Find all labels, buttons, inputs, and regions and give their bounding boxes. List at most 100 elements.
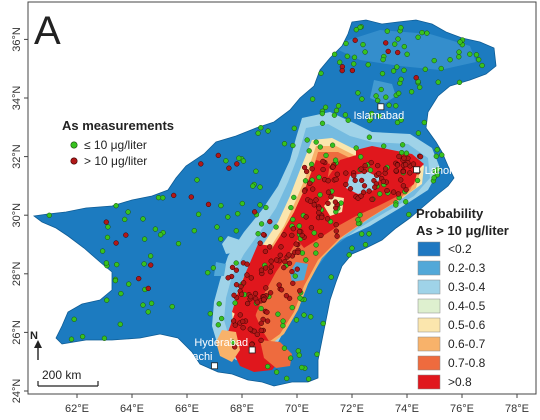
measurement-point-low [379,70,386,77]
north-arrow-label: N [30,330,38,342]
measurement-point-low [265,363,271,370]
lat-tick-label: 24°N [11,379,23,404]
measurement-point-high [349,67,356,74]
measurement-point-low [421,119,427,126]
measurement-point-low [319,120,326,126]
measurement-point-low [319,110,325,117]
measurement-point-low [343,40,349,47]
measurement-point-high [330,164,336,170]
measurement-point-high [358,193,364,199]
measurement-point-low [103,260,110,266]
measurement-point-high [333,228,339,234]
measurement-point-high [123,232,129,238]
measurement-point-low [456,79,463,86]
measurement-point-low [308,161,315,167]
measurement-point-low [318,70,324,76]
measurement-point-low [255,130,261,136]
measurement-point-low [435,79,441,85]
measurement-point-high [309,166,315,172]
measurement-point-low [403,150,410,156]
probability-swatch [417,298,441,314]
measurement-point-low [284,375,290,382]
measurement-point-high [248,275,254,281]
probability-swatch [417,241,441,257]
measurement-point-low [299,250,306,256]
measurement-point-low [293,317,300,323]
measurement-point-low [438,65,444,72]
measurement-point-high [264,309,270,315]
measurement-point-high [237,312,243,318]
measurement-point-low [104,234,111,241]
measurement-point-high [103,219,109,225]
measurement-point-low [419,29,425,36]
measurement-point-low [114,261,120,268]
measurement-point-low [398,117,404,123]
measurement-point-low [479,62,485,69]
measurement-point-high [268,258,274,264]
city-label: Lahore [425,165,459,177]
measurement-point-low [368,116,374,122]
measurement-point-low [101,335,108,341]
measurement-point-high [384,187,390,194]
measurement-point-low [317,144,323,150]
measurement-point-high [249,341,255,348]
measurement-point-low [433,153,439,159]
lon-tick-label: 70°E [285,403,309,415]
measurement-point-high [244,261,250,267]
legend-high-label: > 10 μg/liter [84,154,147,168]
measurement-point-low [366,134,373,140]
measurement-point-low [112,277,119,284]
legend-low-label: ≤ 10 μg/liter [84,138,147,152]
measurement-point-low [457,39,463,45]
measurement-point-high [332,199,339,205]
measurement-point-low [467,51,473,57]
measurement-point-low [346,252,352,258]
lon-tick-label: 76°E [450,403,474,415]
measurement-point-high [297,288,303,294]
measurement-point-low [71,316,77,322]
measurement-point-low [358,154,364,160]
measurement-point-high [278,287,285,293]
probability-class-label: 0.7-0.8 [448,356,486,370]
measurement-point-high [328,194,334,200]
measurement-point-low [297,295,303,301]
measurement-point-high [171,192,177,199]
measurement-point-low [230,339,236,345]
lon-tick-label: 68°E [230,403,254,415]
measurement-point-high [232,344,238,350]
measurement-point-low [378,86,384,93]
measurement-point-high [390,189,397,195]
measurement-point-low [398,25,404,31]
measurement-point-low [351,61,357,67]
measurement-point-low [414,177,421,184]
measurement-point-high [225,275,231,281]
measurement-point-high [145,285,151,292]
measurement-point-low [257,184,263,190]
measurement-point-high [264,318,271,324]
measurement-point-low [233,260,239,266]
measurement-point-high [286,252,292,258]
measurement-point-high [148,262,154,268]
probability-class-label: 0.2-0.3 [448,261,486,275]
lat-tick-label: 30°N [11,203,23,228]
measurement-point-high [343,170,349,176]
north-arrow-head [34,340,42,348]
measurement-point-high [296,228,303,235]
measurement-point-low [380,56,386,63]
measurement-point-low [152,226,159,232]
measurement-point-low [439,152,445,158]
measurement-point-high [358,166,364,172]
measurement-point-low [295,348,301,354]
measurement-point-high [410,161,417,167]
measurement-point-low [395,36,401,42]
measurement-point-low [367,167,374,173]
probability-legend: Probability As > 10 μg/liter <0.2 0.2-0.3… [416,206,509,390]
probability-swatch [417,317,441,333]
measurements-legend: As measurements ≤ 10 μg/liter > 10 μg/li… [62,118,174,168]
measurement-point-low [431,175,437,181]
measurement-point-high [289,232,295,239]
measurement-point-high [395,191,402,197]
measurement-point-high [229,264,236,271]
measurement-point-low [117,321,123,327]
measurement-point-low [145,309,151,315]
